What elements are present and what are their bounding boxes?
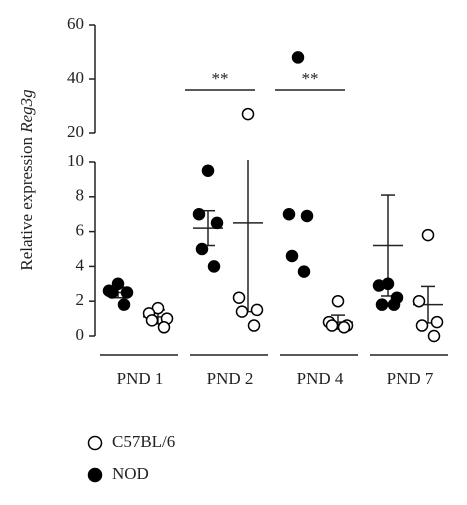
data-point [151,301,165,315]
data-point [111,277,125,291]
y-tick-label: 20 [67,122,84,141]
y-tick-label: 10 [67,151,84,170]
x-tick-label: PND 4 [297,369,344,388]
legend-marker [87,435,103,451]
data-point [241,107,255,121]
data-point [297,265,311,278]
data-point [412,294,426,308]
legend-label: C57BL/6 [112,432,175,451]
data-point [285,249,299,263]
x-tick-label: PND 7 [387,369,434,388]
data-point [192,207,206,221]
y-tick-label: 40 [67,68,84,87]
y-tick-label: 2 [76,290,85,309]
data-point [421,228,435,242]
data-point [232,291,246,304]
y-tick-label: 8 [76,186,85,205]
x-tick-label: PND 1 [117,369,164,388]
data-point [207,260,221,273]
y-tick-label: 4 [76,255,85,274]
data-point [427,329,441,343]
significance-label: ** [212,69,229,88]
data-point [247,319,261,332]
data-point [372,279,386,292]
data-point [387,298,401,311]
y-axis-label: Relative expression Reg3g [17,89,36,270]
data-point [250,303,264,317]
data-point [291,51,305,64]
legend-label: NOD [112,464,149,483]
data-point [375,298,389,311]
data-point [430,315,444,329]
data-point [325,319,339,332]
data-point [105,286,119,299]
data-point [201,164,215,177]
data-point [120,286,134,299]
data-point [415,319,429,332]
data-point [300,209,314,223]
error-bar [233,160,263,313]
legend-marker [87,467,103,483]
x-tick-label: PND 2 [207,369,254,388]
data-point [282,207,296,221]
significance-label: ** [302,69,319,88]
data-point [337,321,351,334]
data-point [117,298,131,311]
y-label-gene: Reg3g [17,89,36,133]
y-tick-label: 6 [76,221,85,240]
data-point [331,294,345,308]
y-label-text: Relative expression [17,137,36,271]
data-point [235,305,249,318]
data-point [210,216,224,230]
y-tick-label: 0 [76,325,85,344]
data-point [157,321,171,334]
data-point [145,314,159,327]
y-tick-label: 60 [67,14,84,33]
data-point [195,242,209,256]
